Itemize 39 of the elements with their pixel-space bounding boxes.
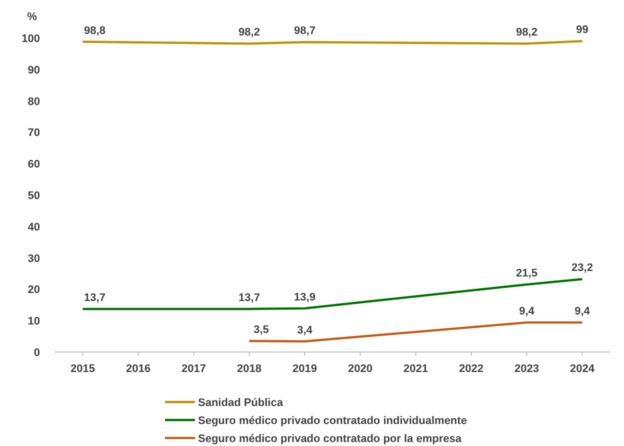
data-label: 9,4 [519,305,536,318]
x-tick-label: 2015 [70,363,95,375]
data-label: 9,4 [574,305,591,318]
x-tick-label: 2018 [237,363,262,375]
y-tick-label: 70 [28,127,40,140]
data-label: 23,2 [572,262,593,274]
x-tick-label: 2019 [292,363,317,375]
data-label: 3,5 [254,324,269,336]
data-label: 99 [576,24,588,36]
legend-label: Seguro médico privado contratado individualmente [198,415,467,427]
data-label: 13,7 [84,292,106,304]
y-tick-label: 60 [28,158,40,171]
data-label: 98,7 [294,25,316,38]
y-tick-label: 20 [28,284,40,296]
x-tick-label: 2017 [182,363,206,375]
data-label: 98,2 [516,26,538,39]
x-tick-label: 2021 [404,363,428,375]
legend-label: Seguro médico privado contratado por la empresa [198,433,462,445]
x-tick-label: 2023 [514,363,539,375]
data-label: 3,4 [297,324,314,336]
y-tick-label: 40 [28,221,40,234]
x-tick-label: 2016 [126,363,150,375]
x-tick-label: 2022 [459,363,484,375]
data-label: 21,5 [516,267,538,280]
data-label: 98,2 [238,26,260,39]
y-axis-title: % [27,11,38,23]
y-tick-label: 90 [28,64,40,76]
y-tick-label: 100 [22,33,40,45]
y-tick-label: 0 [34,347,40,359]
y-tick-label: 80 [28,96,40,108]
legend-label: Sanidad Pública [198,397,284,409]
data-label: 13,9 [294,291,316,304]
x-tick-label: 2024 [570,363,596,375]
x-tick-label: 2020 [348,363,372,375]
data-label: 13,7 [238,292,260,304]
y-tick-label: 10 [28,316,40,328]
y-tick-label: 50 [28,190,40,202]
y-tick-label: 30 [28,252,40,265]
data-label: 98,8 [84,24,106,37]
